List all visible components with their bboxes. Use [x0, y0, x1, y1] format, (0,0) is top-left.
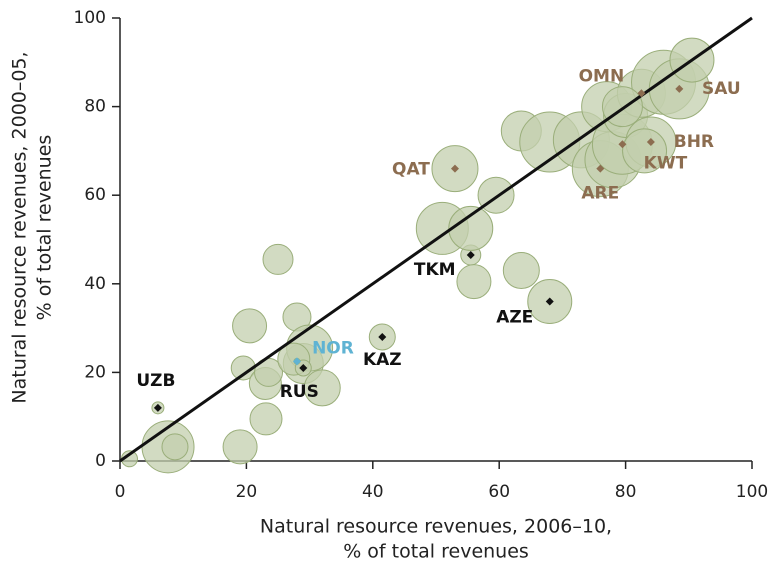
x-tick-label: 100 — [736, 482, 768, 502]
point-label: KWT — [644, 153, 688, 173]
x-axis-label: Natural resource revenues, 2006–10, — [260, 516, 612, 538]
point-label: UZB — [136, 371, 175, 391]
y-tick-label: 40 — [84, 274, 106, 294]
point-label: SAU — [702, 79, 741, 99]
y-tick-label: 60 — [84, 185, 106, 205]
point-marker — [299, 363, 308, 372]
point-marker — [378, 332, 387, 341]
point-marker — [450, 164, 459, 173]
y-tick-label: 80 — [84, 97, 106, 117]
point-marker — [292, 357, 301, 366]
point-marker — [545, 297, 554, 306]
y-axis-label: % of total revenues — [34, 135, 56, 321]
point-label: AZE — [496, 308, 533, 328]
point-marker — [646, 138, 655, 147]
y-tick-label: 0 — [95, 451, 106, 471]
point-label: NOR — [312, 338, 354, 358]
bubble — [448, 205, 494, 251]
x-tick-label: 60 — [488, 482, 510, 502]
point-marker — [675, 84, 684, 93]
point-label: BHR — [674, 132, 714, 152]
point-marker — [466, 251, 475, 260]
bubble — [601, 86, 643, 128]
bubble — [622, 128, 668, 174]
bubble — [161, 433, 189, 461]
y-axis-label: Natural resource revenues, 2000–05, — [9, 51, 31, 403]
x-axis-label: % of total revenues — [343, 541, 529, 563]
bubble — [456, 264, 492, 300]
point-label: OMN — [579, 66, 625, 86]
point-marker — [637, 89, 646, 98]
point-marker — [618, 140, 627, 149]
point-marker — [153, 403, 162, 412]
y-tick-label: 100 — [74, 8, 106, 28]
bubble — [232, 308, 268, 344]
x-tick-label: 40 — [362, 482, 384, 502]
bubble — [222, 429, 258, 465]
bubble — [249, 402, 283, 436]
x-tick-label: 80 — [615, 482, 637, 502]
point-label: KAZ — [363, 350, 402, 370]
point-label: TKM — [414, 260, 456, 280]
bubble — [303, 369, 341, 407]
bubble — [502, 252, 540, 290]
point-marker — [596, 164, 605, 173]
x-tick-label: 20 — [236, 482, 258, 502]
point-label: ARE — [581, 184, 619, 204]
x-tick-label: 0 — [115, 482, 126, 502]
point-label: QAT — [392, 160, 430, 180]
diagonal-line — [119, 16, 753, 463]
bubble — [262, 243, 294, 275]
point-label: RUS — [280, 382, 319, 402]
y-tick-label: 20 — [84, 362, 106, 382]
